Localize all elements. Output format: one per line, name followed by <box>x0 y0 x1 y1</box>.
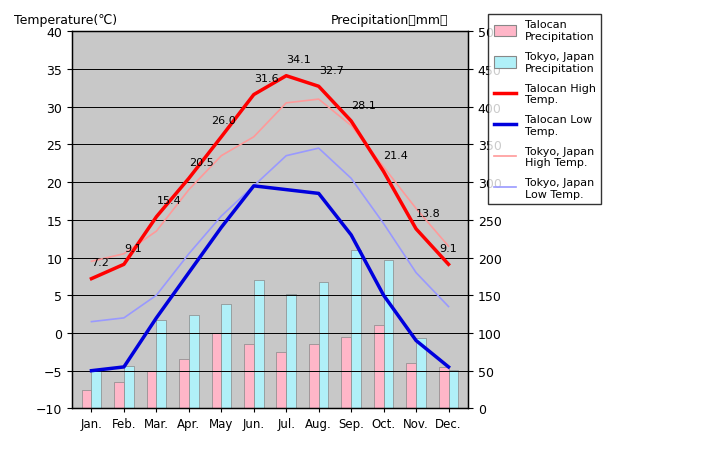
Text: 13.8: 13.8 <box>416 208 441 218</box>
Bar <box>449 370 458 409</box>
Text: 20.5: 20.5 <box>189 157 214 168</box>
Bar <box>416 338 426 409</box>
Text: 34.1: 34.1 <box>287 55 311 65</box>
Bar <box>244 345 253 409</box>
Bar <box>147 371 156 409</box>
Text: 7.2: 7.2 <box>91 258 109 268</box>
Bar <box>91 369 102 409</box>
Legend: Talocan
Precipitation, Tokyo, Japan
Precipitation, Talocan High
Temp., Talocan L: Talocan Precipitation, Tokyo, Japan Prec… <box>488 15 601 205</box>
Bar <box>341 337 351 409</box>
Bar <box>351 251 361 409</box>
Text: 32.7: 32.7 <box>319 66 343 76</box>
Bar <box>114 382 124 409</box>
Bar <box>221 305 231 409</box>
Bar <box>374 326 384 409</box>
Text: Precipitation（mm）: Precipitation（mm） <box>331 14 449 27</box>
Text: 9.1: 9.1 <box>124 243 142 253</box>
Text: Temperature(℃): Temperature(℃) <box>14 14 117 27</box>
Bar <box>82 390 91 409</box>
Bar <box>179 359 189 409</box>
Bar <box>287 294 296 409</box>
Text: 26.0: 26.0 <box>212 116 236 126</box>
Bar <box>309 345 319 409</box>
Text: 28.1: 28.1 <box>351 101 376 111</box>
Text: 15.4: 15.4 <box>156 196 181 206</box>
Bar <box>124 366 134 409</box>
Bar <box>253 280 264 409</box>
Bar <box>319 282 328 409</box>
Bar <box>438 367 449 409</box>
Bar <box>156 320 166 409</box>
Bar <box>384 260 393 409</box>
Bar <box>212 333 221 409</box>
Bar <box>189 315 199 409</box>
Bar <box>276 352 287 409</box>
Text: 21.4: 21.4 <box>384 151 408 161</box>
Text: 9.1: 9.1 <box>438 243 456 253</box>
Bar <box>406 364 416 409</box>
Text: 31.6: 31.6 <box>253 74 279 84</box>
